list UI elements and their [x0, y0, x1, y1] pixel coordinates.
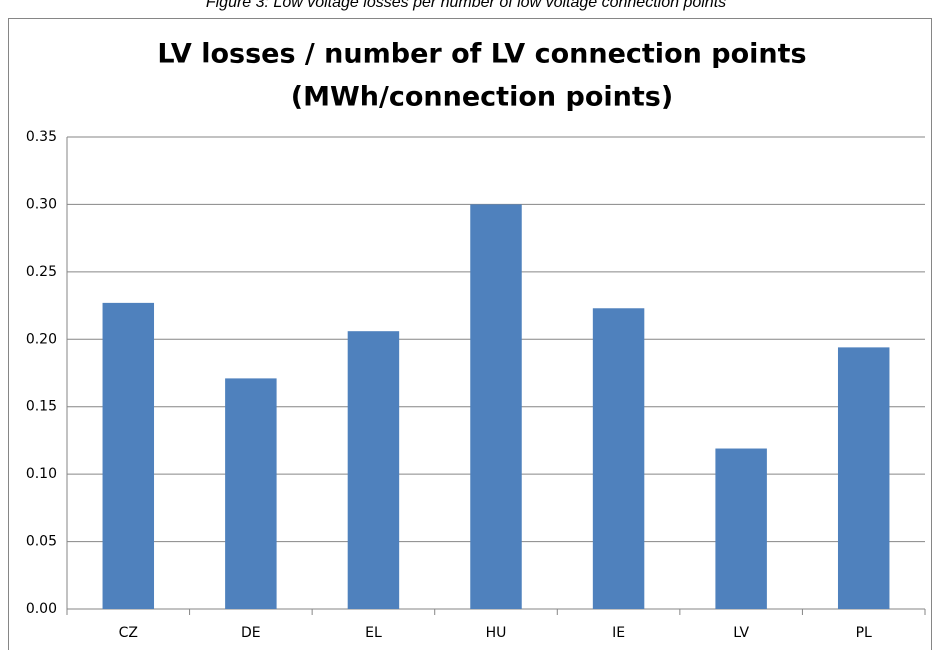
bar [592, 308, 645, 609]
x-tick-label: HU [486, 625, 507, 641]
chart-border [8, 18, 932, 650]
y-tick-label: 0.05 [26, 534, 57, 550]
x-tick-label: PL [856, 625, 872, 641]
y-tick-label: 0.35 [26, 129, 57, 145]
y-tick-label: 0.20 [26, 331, 57, 347]
x-tick-label: EL [365, 625, 382, 641]
y-tick-label: 0.10 [26, 466, 57, 482]
y-tick-label: 0.25 [26, 264, 57, 280]
y-tick-label: 0.15 [26, 399, 57, 415]
bar [225, 378, 277, 609]
chart-title: LV losses / number of LV connection poin… [157, 39, 806, 70]
caption: Figure 3: Low voltage losses per number … [206, 0, 726, 11]
x-tick-label: CZ [119, 625, 138, 641]
x-tick-label: LV [733, 625, 749, 641]
y-tick-label: 0.00 [26, 601, 57, 617]
x-tick-label: DE [241, 625, 261, 641]
bar [102, 302, 155, 609]
bar [470, 204, 522, 609]
bar [347, 331, 400, 609]
y-tick-label: 0.30 [26, 196, 57, 212]
bar [715, 448, 767, 609]
x-tick-label: IE [612, 625, 625, 641]
bar [837, 347, 890, 609]
chart-title: (MWh/connection points) [291, 82, 673, 113]
